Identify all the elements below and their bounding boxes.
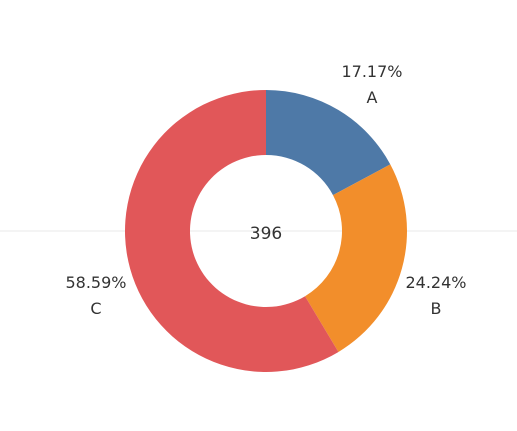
slice-b[interactable]	[305, 164, 408, 352]
center-total-label: 396	[250, 224, 282, 244]
slice-c-percent-label: 58.59%	[65, 273, 126, 292]
slice-c-category-label: C	[90, 299, 101, 318]
slice-b-percent-label: 24.24%	[405, 273, 466, 292]
slice-c[interactable]	[125, 90, 339, 372]
slice-labels: 17.17% A 24.24% B 58.59% C	[65, 62, 466, 318]
slice-a[interactable]	[266, 90, 391, 196]
slice-a-category-label: A	[367, 88, 378, 107]
slice-a-percent-label: 17.17%	[341, 62, 402, 81]
donut-slices	[125, 90, 408, 372]
slice-b-category-label: B	[431, 299, 442, 318]
